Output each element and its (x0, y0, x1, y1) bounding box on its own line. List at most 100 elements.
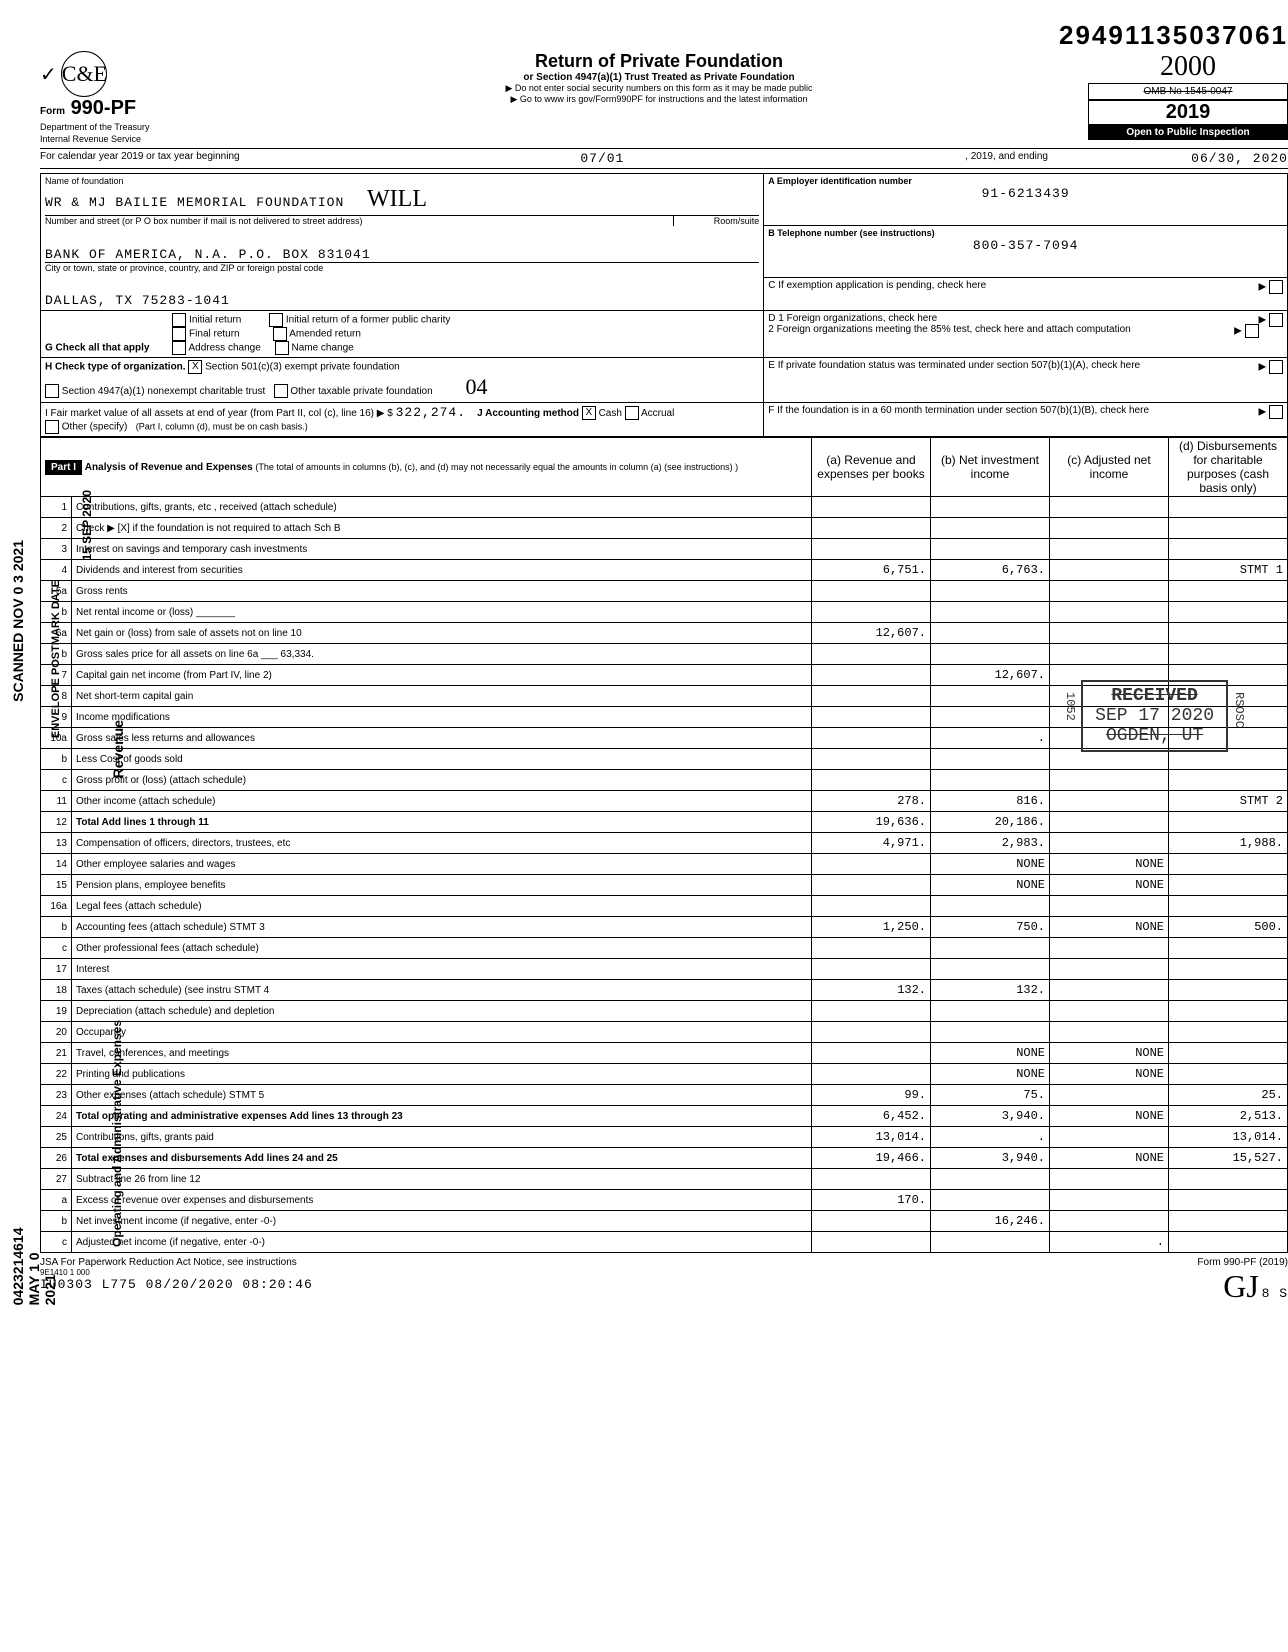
col-b-val: 75. (931, 1085, 1050, 1106)
col-d-val (1169, 1001, 1288, 1022)
signature: GJ (1223, 1268, 1259, 1304)
phone: 800-357-7094 (768, 238, 1283, 253)
col-b-val (931, 707, 1050, 728)
col-d-val: STMT 2 (1169, 791, 1288, 812)
line-desc: Contributions, gifts, grants paid (72, 1127, 812, 1148)
j-accr-lbl: Accrual (641, 408, 674, 419)
col-c-val: NONE (1050, 875, 1169, 896)
col-a-val (812, 1064, 931, 1085)
col-b-val (931, 539, 1050, 560)
g-opt-4: Amended return (289, 329, 361, 340)
g-name[interactable] (275, 341, 289, 355)
line-desc: Pension plans, employee benefits (72, 875, 812, 896)
box-c-check[interactable] (1269, 280, 1283, 294)
line-num: 19 (41, 1001, 72, 1022)
col-c-val (1050, 812, 1169, 833)
j-cash-lbl: Cash (599, 408, 622, 419)
line-num: 18 (41, 980, 72, 1001)
col-d-val (1169, 896, 1288, 917)
col-a-val (812, 707, 931, 728)
line-num: c (41, 770, 72, 791)
col-b-val (931, 938, 1050, 959)
h-other-tax[interactable] (274, 384, 288, 398)
line-desc: Net rental income or (loss) _______ (72, 602, 812, 623)
col-a-val (812, 686, 931, 707)
line-desc: Income modifications (72, 707, 812, 728)
e-check[interactable] (1269, 360, 1283, 374)
subtitle-3: ▶ Go to www irs gov/Form990PF for instru… (230, 94, 1088, 105)
col-d-val: 25. (1169, 1085, 1288, 1106)
col-c-val (1050, 518, 1169, 539)
line-num: 26 (41, 1148, 72, 1169)
col-c-val (1050, 581, 1169, 602)
col-d-val (1169, 1043, 1288, 1064)
g-final[interactable] (172, 327, 186, 341)
col-a-val: 170. (812, 1190, 931, 1211)
line-desc: Dividends and interest from securities (72, 560, 812, 581)
line-num: 24 (41, 1106, 72, 1127)
col-b-val (931, 623, 1050, 644)
g-amended[interactable] (273, 327, 287, 341)
col-d-val (1169, 812, 1288, 833)
line-desc: Occupancy (72, 1022, 812, 1043)
envelope-stamp: ENVELOPE POSTMARK DATE (50, 580, 62, 738)
box-d1: D 1 Foreign organizations, check here (768, 313, 937, 324)
city-state-zip: DALLAS, TX 75283-1041 (45, 293, 759, 308)
foundation-name: WR & MJ BAILIE MEMORIAL FOUNDATION (45, 195, 344, 210)
col-d-val (1169, 602, 1288, 623)
col-b-val: 816. (931, 791, 1050, 812)
line-num: b (41, 749, 72, 770)
line-num: 27 (41, 1169, 72, 1190)
col-d-val (1169, 854, 1288, 875)
line-desc: Depreciation (attach schedule) and deple… (72, 1001, 812, 1022)
dept-irs: Internal Revenue Service (40, 134, 230, 144)
d2-check[interactable] (1245, 324, 1259, 338)
g-initial-former[interactable] (269, 313, 283, 327)
h-501c3[interactable]: X (188, 360, 202, 374)
col-d-val (1169, 959, 1288, 980)
line-desc: Other expenses (attach schedule) STMT 5 (72, 1085, 812, 1106)
form-number: 990-PF (71, 97, 137, 119)
col-b-val (931, 1190, 1050, 1211)
part1-note: (The total of amounts in columns (b), (c… (255, 462, 738, 472)
line-num: 13 (41, 833, 72, 854)
col-c-val (1050, 980, 1169, 1001)
revenue-label: Revenue (110, 720, 126, 778)
line-num: 23 (41, 1085, 72, 1106)
col-d-val (1169, 1211, 1288, 1232)
col-b-hdr: (b) Net investment income (931, 438, 1050, 497)
line-num: 1 (41, 497, 72, 518)
line-desc: Check ▶ [X] if the foundation is not req… (72, 518, 812, 539)
d1-check[interactable] (1269, 313, 1283, 327)
col-a-val (812, 1022, 931, 1043)
col-c-val (1050, 1127, 1169, 1148)
col-b-val: 3,940. (931, 1106, 1050, 1127)
col-a-val (812, 749, 931, 770)
f-check[interactable] (1269, 405, 1283, 419)
scanned-stamp: SCANNED NOV 0 3 2021 (10, 540, 26, 702)
j-cash[interactable]: X (582, 406, 596, 420)
g-initial[interactable] (172, 313, 186, 327)
g-address[interactable] (172, 341, 186, 355)
col-b-val (931, 1232, 1050, 1253)
col-b-val (931, 770, 1050, 791)
line-desc: Printing and publications (72, 1064, 812, 1085)
j-other[interactable] (45, 420, 59, 434)
col-a-val: 4,971. (812, 833, 931, 854)
line-num: 25 (41, 1127, 72, 1148)
part1-title: Analysis of Revenue and Expenses (85, 462, 253, 473)
col-a-val (812, 539, 931, 560)
col-a-val: 6,751. (812, 560, 931, 581)
col-c-val (1050, 1211, 1169, 1232)
line-num: 11 (41, 791, 72, 812)
col-d-val: 1,988. (1169, 833, 1288, 854)
col-c-val (1050, 644, 1169, 665)
col-a-val (812, 518, 931, 539)
h-4947[interactable] (45, 384, 59, 398)
j-accrual[interactable] (625, 406, 639, 420)
received-stamp: RECEIVED (1095, 686, 1214, 706)
line-desc: Net gain or (loss) from sale of assets n… (72, 623, 812, 644)
col-b-val (931, 959, 1050, 980)
line-desc: Gross profit or (loss) (attach schedule) (72, 770, 812, 791)
col-c-val (1050, 1190, 1169, 1211)
